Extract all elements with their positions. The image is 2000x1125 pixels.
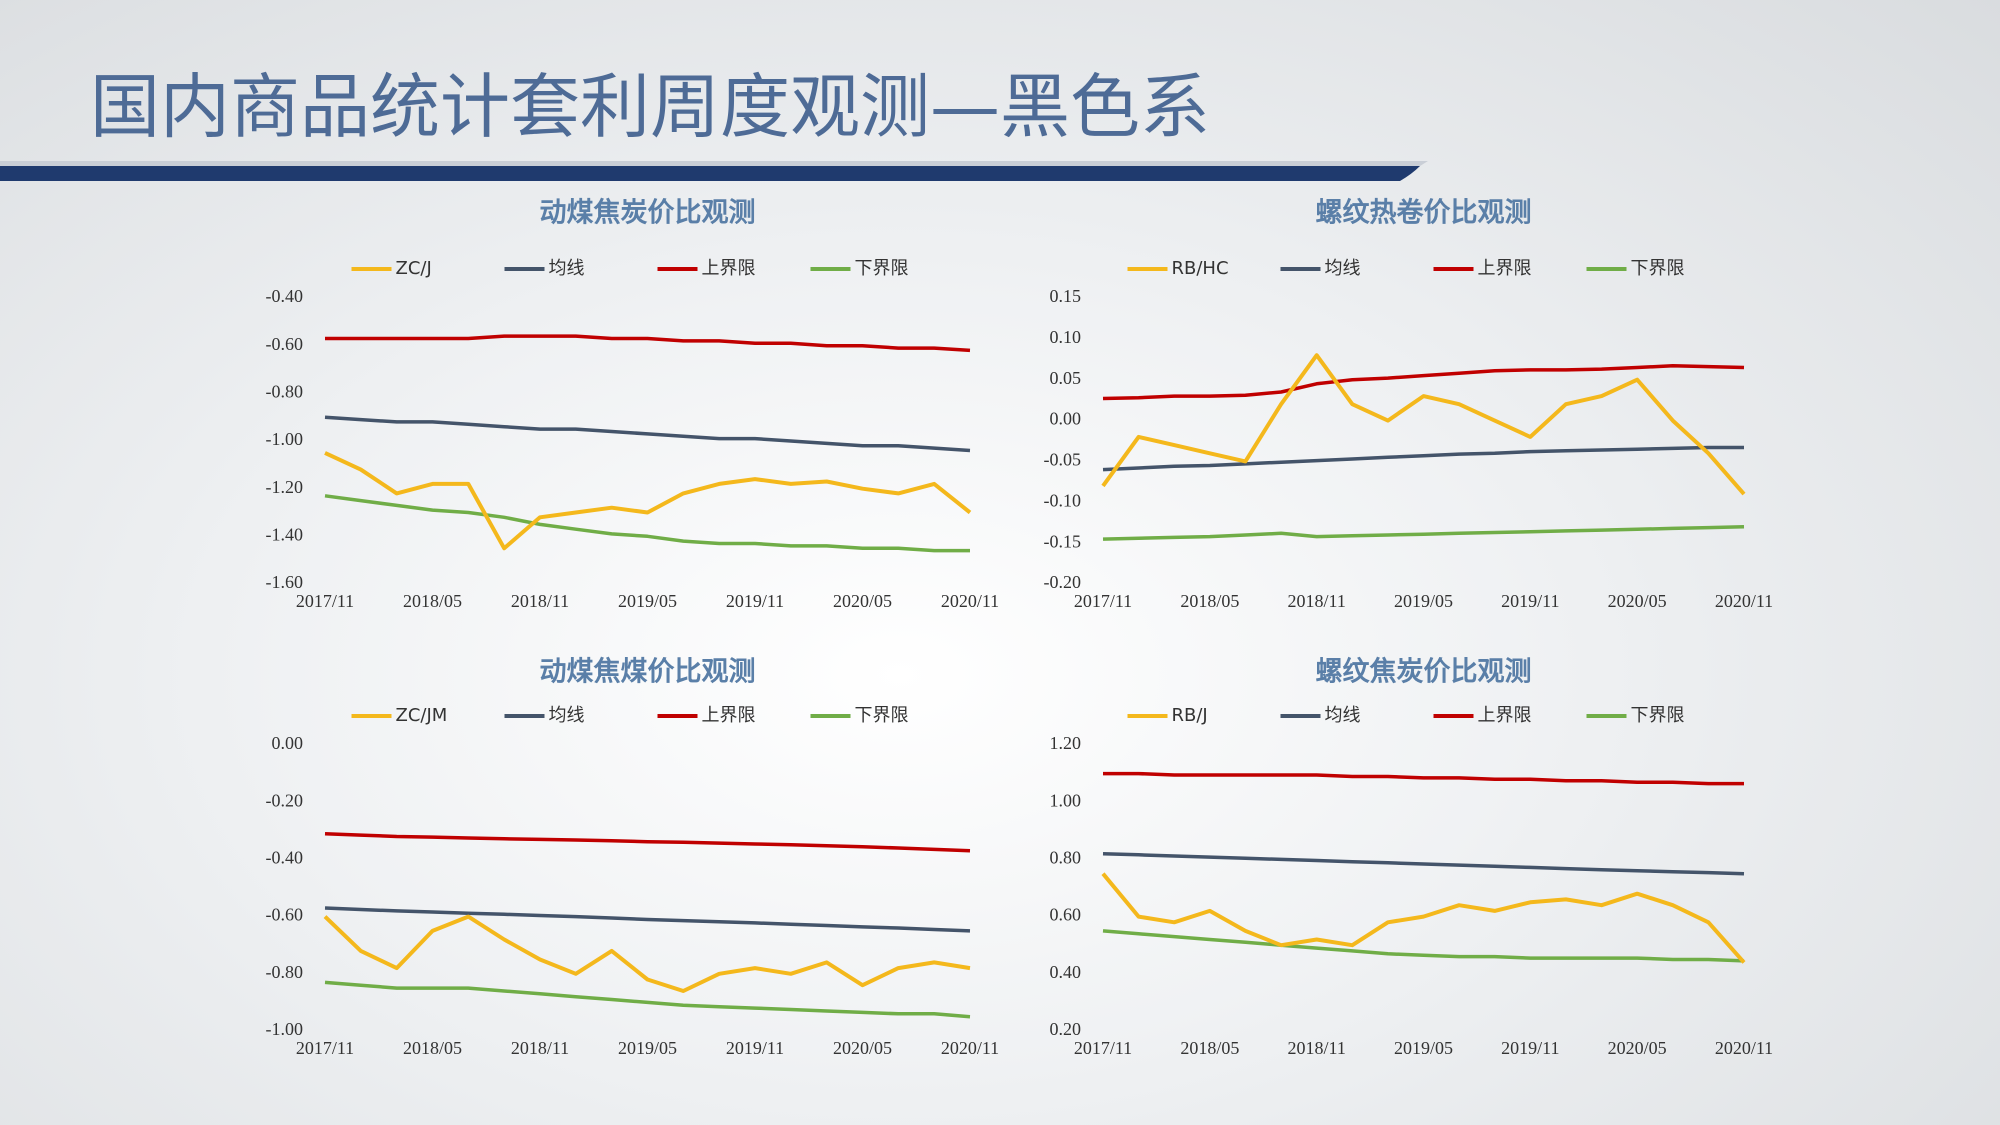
x-tick-label: 2020/05 bbox=[833, 1038, 892, 1058]
y-tick-label: 0.40 bbox=[1050, 962, 1082, 982]
y-tick-label: -1.60 bbox=[266, 572, 304, 592]
series-line bbox=[1102, 364, 1745, 401]
y-tick-label: -0.05 bbox=[1044, 450, 1082, 470]
x-tick-label: 2020/11 bbox=[1715, 1038, 1773, 1058]
y-tick-label: -0.80 bbox=[266, 381, 304, 401]
legend-label: 上界限 bbox=[1478, 258, 1532, 279]
series-line bbox=[324, 906, 971, 933]
x-tick-label: 2019/11 bbox=[726, 591, 784, 611]
y-tick-label: -0.60 bbox=[266, 334, 304, 354]
legend-label: RB/HC bbox=[1172, 258, 1229, 279]
y-tick-label: -1.40 bbox=[266, 524, 304, 544]
y-tick-label: 0.60 bbox=[1050, 905, 1082, 925]
x-tick-label: 2018/05 bbox=[403, 1038, 462, 1058]
x-tick-label: 2017/11 bbox=[296, 1038, 354, 1058]
y-tick-label: -0.40 bbox=[266, 286, 304, 306]
series-line bbox=[324, 494, 970, 553]
legend-label: 下界限 bbox=[855, 258, 909, 279]
legend-label: 均线 bbox=[549, 705, 585, 726]
series-line bbox=[1101, 353, 1746, 496]
x-tick-label: 2018/05 bbox=[1180, 1038, 1239, 1058]
legend-label: 均线 bbox=[549, 258, 585, 279]
legend-label: 下界限 bbox=[1631, 258, 1685, 279]
legend-label: RB/J bbox=[1172, 705, 1208, 726]
y-tick-label: -0.10 bbox=[1044, 490, 1082, 510]
x-tick-label: 2017/11 bbox=[1074, 1038, 1132, 1058]
series-line bbox=[1101, 872, 1746, 964]
series-line bbox=[324, 415, 971, 453]
y-tick-label: -1.20 bbox=[266, 477, 304, 497]
x-tick-label: 2019/05 bbox=[1394, 591, 1453, 611]
x-tick-label: 2018/11 bbox=[1287, 1038, 1345, 1058]
x-tick-label: 2020/05 bbox=[1608, 591, 1667, 611]
y-tick-label: -0.20 bbox=[1044, 572, 1082, 592]
y-tick-label: 0.00 bbox=[272, 733, 304, 753]
x-tick-label: 2019/05 bbox=[618, 1038, 677, 1058]
x-tick-label: 2018/05 bbox=[403, 591, 462, 611]
legend-label: ZC/J bbox=[396, 258, 432, 279]
series-line bbox=[324, 980, 971, 1019]
series-line bbox=[1102, 929, 1745, 963]
x-tick-label: 2020/05 bbox=[1608, 1038, 1667, 1058]
y-tick-label: 0.15 bbox=[1050, 286, 1082, 306]
x-tick-label: 2019/11 bbox=[1501, 1038, 1559, 1058]
legend-label: ZC/JM bbox=[396, 705, 448, 726]
y-tick-label: -0.60 bbox=[266, 905, 304, 925]
y-tick-label: 0.80 bbox=[1050, 848, 1082, 868]
x-tick-label: 2018/11 bbox=[1287, 591, 1345, 611]
series-line bbox=[1103, 771, 1744, 786]
y-tick-label: 1.00 bbox=[1050, 790, 1082, 810]
x-tick-label: 2019/05 bbox=[1394, 1038, 1453, 1058]
legend-label: 下界限 bbox=[855, 705, 909, 726]
y-tick-label: -0.15 bbox=[1044, 531, 1082, 551]
title-bar-shade bbox=[0, 161, 1428, 166]
x-tick-label: 2020/11 bbox=[941, 1038, 999, 1058]
x-tick-label: 2017/11 bbox=[296, 591, 354, 611]
chart-title: 螺纹焦炭价比观测 bbox=[1316, 656, 1532, 688]
legend-label: 上界限 bbox=[702, 705, 756, 726]
y-tick-label: -0.80 bbox=[266, 962, 304, 982]
x-tick-label: 2019/05 bbox=[618, 591, 677, 611]
series-line bbox=[324, 451, 972, 551]
series-line bbox=[1102, 851, 1745, 876]
legend-label: 均线 bbox=[1325, 258, 1361, 279]
series-line bbox=[324, 831, 971, 853]
x-tick-label: 2019/11 bbox=[1501, 591, 1559, 611]
legend-label: 上界限 bbox=[1478, 705, 1532, 726]
series-line bbox=[1102, 525, 1745, 541]
series-line bbox=[325, 334, 971, 353]
x-tick-label: 2017/11 bbox=[1074, 591, 1132, 611]
chart-title: 螺纹热卷价比观测 bbox=[1316, 198, 1532, 229]
y-tick-label: 0.20 bbox=[1050, 1019, 1082, 1039]
y-tick-label: -0.40 bbox=[266, 848, 304, 868]
y-tick-label: 1.20 bbox=[1050, 733, 1082, 753]
legend-label: 均线 bbox=[1325, 705, 1361, 726]
x-tick-label: 2020/05 bbox=[833, 591, 892, 611]
y-tick-label: -1.00 bbox=[266, 429, 304, 449]
legend-label: 上界限 bbox=[702, 258, 756, 279]
chart-title: 动煤焦炭价比观测 bbox=[540, 197, 756, 229]
series-line bbox=[323, 914, 971, 993]
y-tick-label: 0.05 bbox=[1050, 368, 1082, 388]
x-tick-label: 2019/11 bbox=[726, 1038, 784, 1058]
title-bar bbox=[0, 166, 1420, 181]
x-tick-label: 2020/11 bbox=[1715, 591, 1773, 611]
y-tick-label: 0.00 bbox=[1050, 409, 1082, 429]
y-tick-label: -1.00 bbox=[266, 1019, 304, 1039]
y-tick-label: -0.20 bbox=[266, 790, 304, 810]
x-tick-label: 2020/11 bbox=[941, 591, 999, 611]
legend-label: 下界限 bbox=[1631, 705, 1685, 726]
chart-title: 动煤焦煤价比观测 bbox=[540, 656, 756, 688]
x-tick-label: 2018/05 bbox=[1180, 591, 1239, 611]
y-tick-label: 0.10 bbox=[1050, 327, 1082, 347]
x-tick-label: 2018/11 bbox=[511, 591, 569, 611]
page-title: 国内商品统计套利周度观测—黑色系 bbox=[90, 66, 1210, 148]
series-line bbox=[1102, 445, 1744, 472]
x-tick-label: 2018/11 bbox=[511, 1038, 569, 1058]
